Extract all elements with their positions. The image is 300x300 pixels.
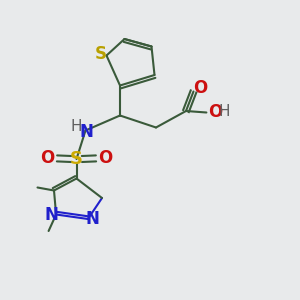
Text: S: S — [95, 45, 107, 63]
Text: N: N — [79, 123, 93, 141]
Text: O: O — [98, 149, 113, 167]
Text: S: S — [70, 150, 83, 168]
Text: O: O — [40, 149, 55, 167]
Text: O: O — [208, 103, 223, 121]
Text: N: N — [45, 206, 58, 224]
Text: H: H — [70, 119, 82, 134]
Text: N: N — [85, 210, 99, 228]
Text: O: O — [193, 80, 207, 98]
Text: H: H — [219, 104, 230, 119]
